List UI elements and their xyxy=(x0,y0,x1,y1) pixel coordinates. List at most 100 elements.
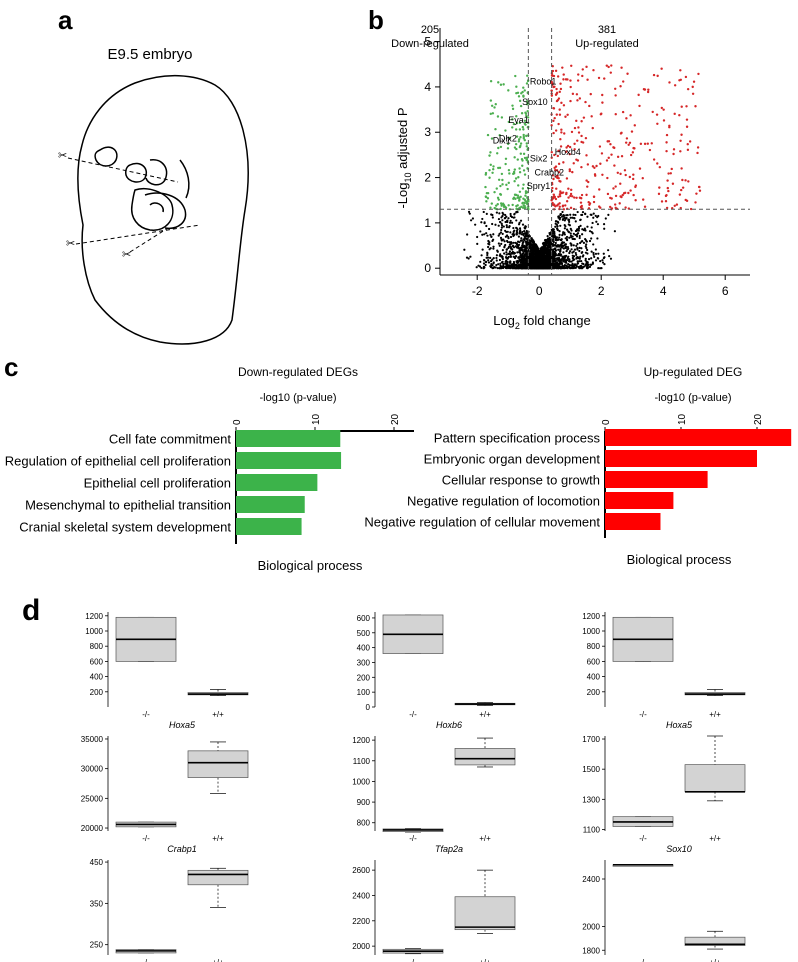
boxplot-group-label: -/- xyxy=(639,958,647,962)
volcano-point-down xyxy=(513,179,516,183)
volcano-point-down xyxy=(511,203,514,207)
volcano-point-down xyxy=(519,152,523,155)
volcano-point-down xyxy=(519,136,522,139)
volcano-point xyxy=(595,220,598,223)
volcano-point-down xyxy=(501,178,504,182)
volcano-point xyxy=(501,257,505,261)
volcano-point-up xyxy=(552,193,555,196)
volcano-point xyxy=(559,224,562,227)
boxplot-group-label: +/+ xyxy=(212,834,224,843)
volcano-point xyxy=(522,252,525,255)
volcano-point xyxy=(487,227,491,231)
volcano-point-up xyxy=(660,106,664,110)
volcano-point-up xyxy=(564,115,567,118)
volcano-point-up xyxy=(681,186,685,189)
volcano-point xyxy=(486,251,489,254)
boxplot-tick-label: 2200 xyxy=(352,917,370,926)
boxplot-gene-label: Tfap2a xyxy=(435,844,463,854)
volcano-point xyxy=(501,260,504,263)
cut-lines xyxy=(67,157,201,253)
volcano-point xyxy=(504,265,508,268)
volcano-point xyxy=(502,238,505,241)
volcano-point-down xyxy=(525,158,528,162)
volcano-point-up xyxy=(580,165,583,169)
volcano-point-up xyxy=(565,146,568,149)
volcano-point-up xyxy=(552,131,555,135)
volcano-point-down xyxy=(490,202,493,205)
volcano-point-up xyxy=(584,136,588,140)
volcano-point-down xyxy=(488,168,491,172)
volcano-point xyxy=(570,248,573,251)
volcano-point-up xyxy=(550,124,553,127)
volcano-point-up xyxy=(558,90,561,94)
boxplot-group-label: -/- xyxy=(409,958,417,962)
go-term-label: Cellular response to growth xyxy=(442,473,600,488)
volcano-point-down xyxy=(519,142,523,145)
volcano-point xyxy=(467,257,470,260)
volcano-point xyxy=(584,257,587,260)
volcano-point-down xyxy=(518,121,522,125)
volcano-point-down xyxy=(508,172,511,175)
volcano-point-up xyxy=(569,194,572,198)
volcano-point xyxy=(494,266,497,269)
boxplot: 20000 25000 30000 35000 -/- +/+ Crabp1 xyxy=(81,735,249,854)
volcano-point xyxy=(515,266,518,269)
volcano-point xyxy=(572,244,575,247)
volcano-point xyxy=(525,242,528,245)
volcano-point xyxy=(532,248,536,251)
volcano-point-down xyxy=(496,202,499,206)
volcano-point xyxy=(524,253,527,257)
volcano-point-down xyxy=(515,135,519,138)
volcano-point xyxy=(569,227,572,230)
volcano-point-up xyxy=(658,165,662,169)
volcano-point xyxy=(590,237,593,240)
volcano-point-up xyxy=(620,195,623,199)
volcano-point xyxy=(537,251,540,254)
boxplot-group-label: +/+ xyxy=(479,710,491,719)
boxplot-tick-label: 500 xyxy=(357,629,371,638)
volcano-point-up xyxy=(588,104,591,108)
volcano-point xyxy=(580,251,583,255)
volcano-point xyxy=(553,233,556,237)
volcano-point xyxy=(597,267,600,270)
volcano-point-up xyxy=(575,119,578,123)
down-count: 205 xyxy=(421,24,439,36)
volcano-point xyxy=(548,231,551,235)
volcano-point-down xyxy=(522,183,525,186)
volcano-point xyxy=(491,258,494,261)
volcano-y-tick-label: 0 xyxy=(424,261,431,275)
volcano-point-up xyxy=(584,100,587,104)
volcano-point xyxy=(499,236,503,239)
volcano-point xyxy=(575,235,579,238)
volcano-point xyxy=(607,213,610,216)
volcano-point-up xyxy=(592,69,595,72)
boxplot-tick-label: 800 xyxy=(587,642,601,651)
volcano-point xyxy=(567,258,571,261)
volcano-point-up xyxy=(665,206,669,210)
volcano-point-down xyxy=(507,181,510,185)
volcano-point xyxy=(541,260,544,263)
volcano-point-down xyxy=(500,172,504,176)
go-term-label: Pattern specification process xyxy=(434,431,601,446)
volcano-point xyxy=(499,231,503,234)
volcano-point xyxy=(516,210,519,214)
volcano-point-down xyxy=(522,128,525,131)
volcano-point xyxy=(480,221,483,224)
volcano-point xyxy=(570,244,573,247)
volcano-point-up xyxy=(598,205,601,208)
volcano-point xyxy=(489,260,493,263)
volcano-point xyxy=(532,239,535,242)
volcano-point xyxy=(522,240,525,244)
volcano-point xyxy=(522,232,525,236)
volcano-point xyxy=(512,241,515,244)
boxplot-group-label: -/- xyxy=(409,834,417,843)
volcano-point xyxy=(507,217,510,220)
volcano-point xyxy=(568,251,571,255)
volcano-point-up xyxy=(660,67,663,70)
volcano-point xyxy=(564,225,567,228)
volcano-point-down xyxy=(511,126,514,129)
volcano-point-up xyxy=(665,141,668,144)
boxplot-tick-label: 1000 xyxy=(582,627,600,636)
volcano-point xyxy=(520,248,523,251)
volcano-point xyxy=(519,219,523,222)
